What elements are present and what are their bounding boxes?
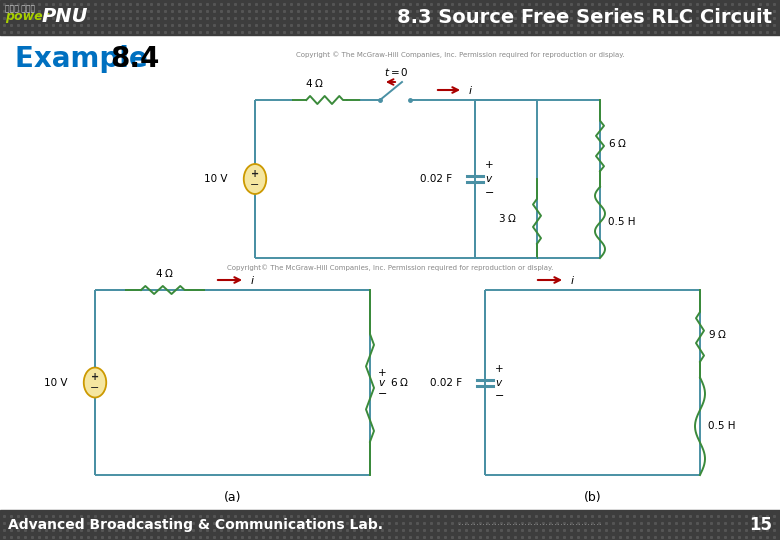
Text: power: power xyxy=(5,10,48,23)
Text: −: − xyxy=(250,180,260,190)
Ellipse shape xyxy=(83,368,106,397)
Text: $v$: $v$ xyxy=(378,377,386,388)
Text: +: + xyxy=(495,363,504,374)
Text: $v$: $v$ xyxy=(485,174,493,184)
Text: 3 $\Omega$: 3 $\Omega$ xyxy=(498,213,517,225)
Ellipse shape xyxy=(243,164,266,194)
Text: Advanced Broadcasting & Communications Lab.: Advanced Broadcasting & Communications L… xyxy=(8,518,383,532)
Text: (b): (b) xyxy=(583,491,601,504)
Text: +: + xyxy=(91,373,99,382)
Text: $t = 0$: $t = 0$ xyxy=(384,66,409,78)
Text: −: − xyxy=(378,389,388,400)
Text: +: + xyxy=(251,169,259,179)
Text: 6 $\Omega$: 6 $\Omega$ xyxy=(390,376,410,388)
Text: 15: 15 xyxy=(749,516,772,534)
Bar xyxy=(0,510,780,540)
Text: 8.4: 8.4 xyxy=(110,45,159,73)
Text: 0.5 H: 0.5 H xyxy=(608,218,636,227)
Text: Copyright© The McGraw-Hill Companies, Inc. Permission required for reproduction : Copyright© The McGraw-Hill Companies, In… xyxy=(227,265,553,271)
Text: PNU: PNU xyxy=(42,7,88,26)
Bar xyxy=(0,0,780,35)
Text: +: + xyxy=(485,160,494,170)
Text: Example: Example xyxy=(15,45,158,73)
Text: 세계로 미래로: 세계로 미래로 xyxy=(5,4,35,13)
Text: $v$: $v$ xyxy=(495,377,503,388)
Text: −: − xyxy=(90,383,100,394)
Text: 4 $\Omega$: 4 $\Omega$ xyxy=(155,267,175,279)
Text: 10 V: 10 V xyxy=(44,377,67,388)
Text: 4 $\Omega$: 4 $\Omega$ xyxy=(305,77,324,89)
Text: 0.02 F: 0.02 F xyxy=(430,377,462,388)
Text: Copyright © The McGraw-Hill Companies, Inc. Permission required for reproduction: Copyright © The McGraw-Hill Companies, I… xyxy=(296,52,624,58)
Text: 0.5 H: 0.5 H xyxy=(708,421,736,431)
Text: 6 $\Omega$: 6 $\Omega$ xyxy=(608,138,627,150)
Text: ················································: ········································… xyxy=(458,520,602,530)
Text: 0.02 F: 0.02 F xyxy=(420,174,452,184)
Text: +: + xyxy=(378,368,387,377)
Text: 10 V: 10 V xyxy=(204,174,227,184)
Text: $i$: $i$ xyxy=(570,274,575,286)
Text: −: − xyxy=(485,188,495,198)
Text: (a): (a) xyxy=(224,491,241,504)
Text: $i$: $i$ xyxy=(250,274,255,286)
Text: 9 $\Omega$: 9 $\Omega$ xyxy=(708,328,727,340)
Text: $i$: $i$ xyxy=(468,84,473,96)
Text: 8.3 Source Free Series RLC Circuit: 8.3 Source Free Series RLC Circuit xyxy=(397,8,772,27)
Text: −: − xyxy=(495,392,505,402)
